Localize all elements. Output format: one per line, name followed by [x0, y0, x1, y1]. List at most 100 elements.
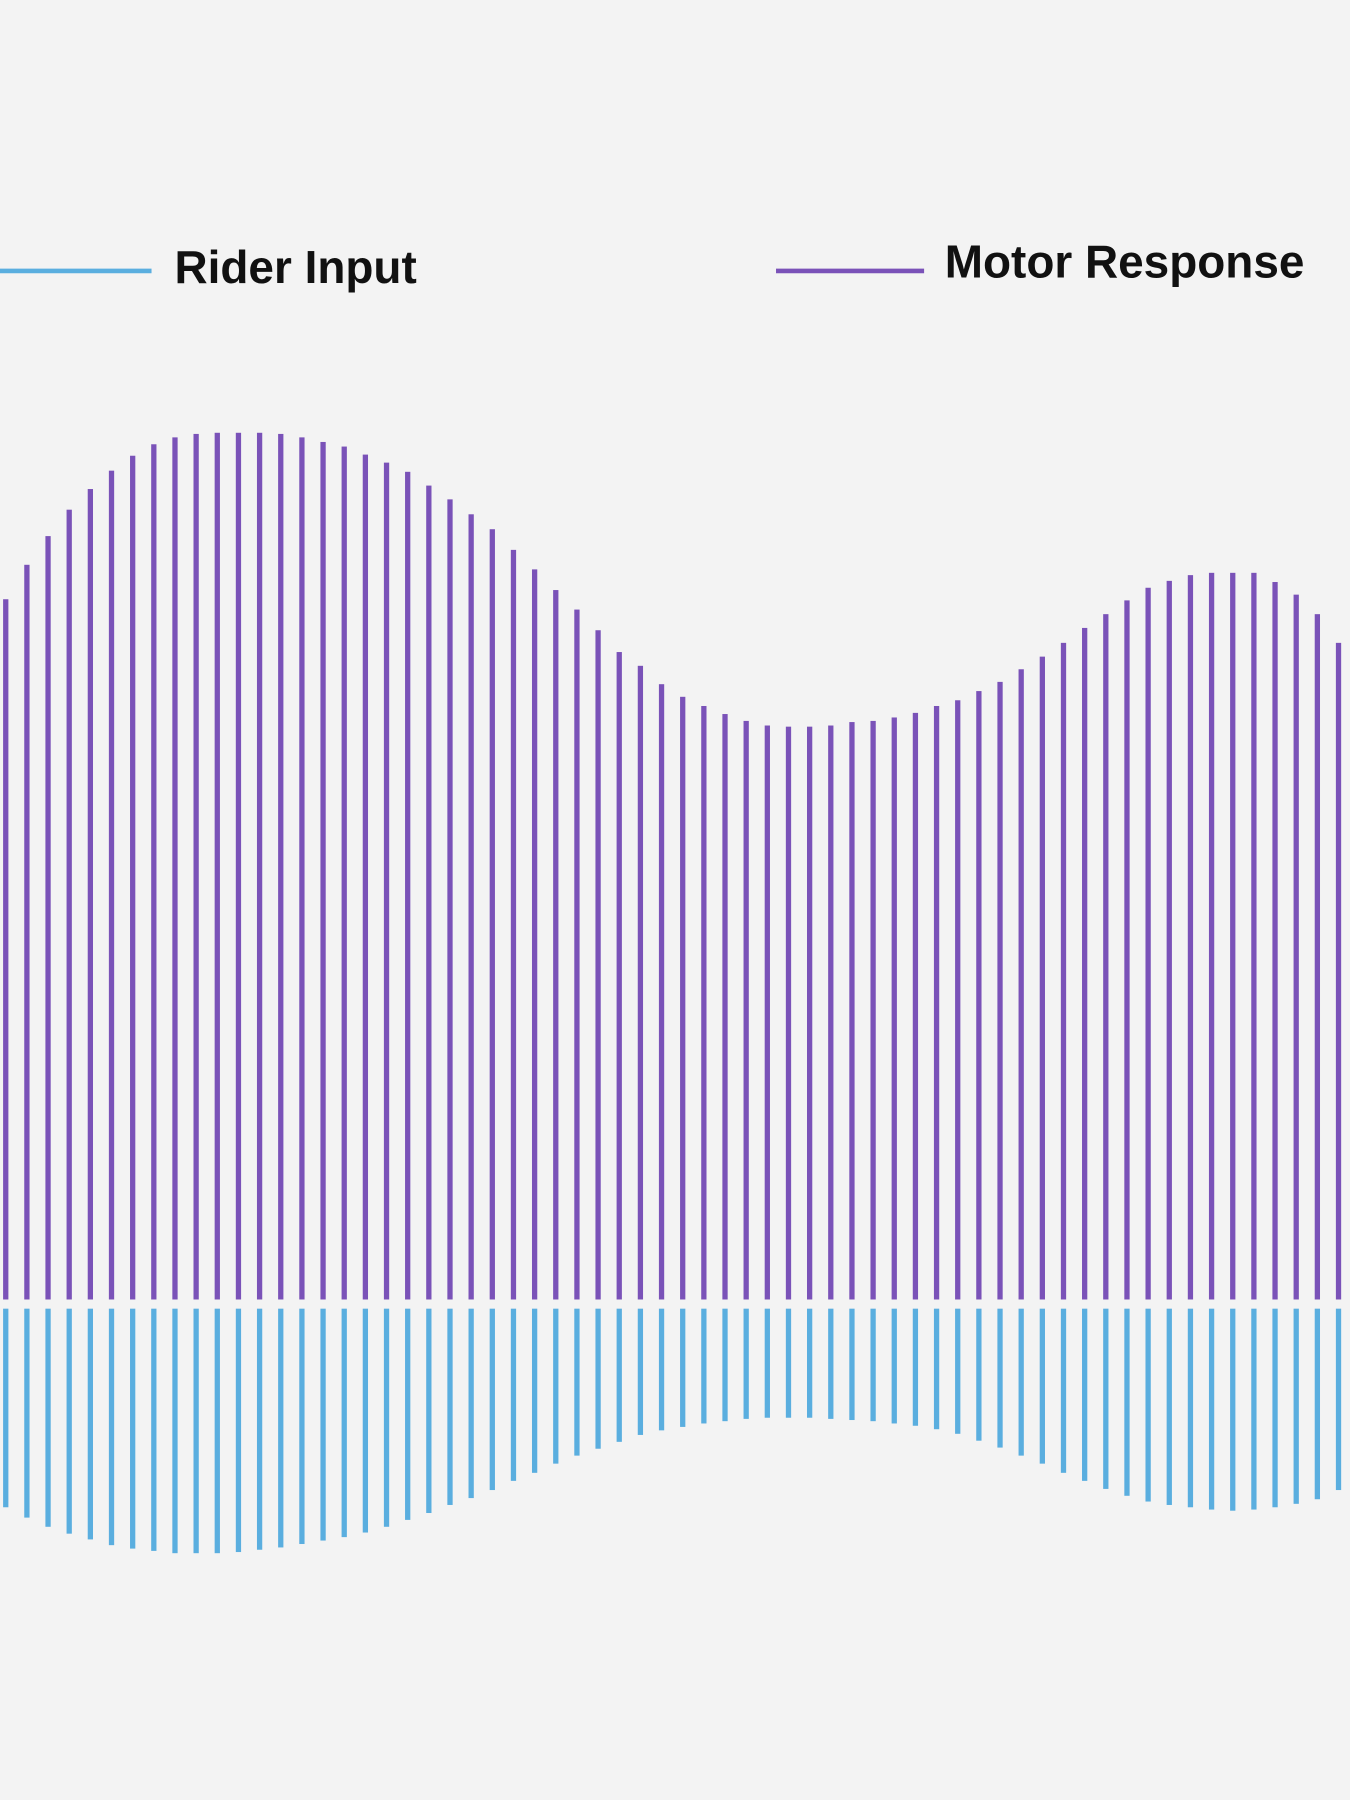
- bar: [891, 717, 897, 1300]
- bar: [976, 691, 982, 1300]
- bar: [1060, 642, 1067, 1300]
- bar: [1208, 1308, 1215, 1510]
- bar: [933, 705, 940, 1300]
- bar: [764, 1308, 770, 1418]
- bar: [108, 1308, 115, 1546]
- bar: [1230, 1308, 1236, 1511]
- bar: [405, 1308, 411, 1520]
- bar: [1039, 656, 1045, 1300]
- bar: [849, 1308, 855, 1421]
- bar: [235, 432, 242, 1300]
- bar: [320, 1308, 326, 1541]
- bar: [574, 1308, 580, 1456]
- bar: [531, 569, 538, 1300]
- bar: [172, 437, 178, 1300]
- bar: [785, 726, 792, 1300]
- bar: [616, 1308, 622, 1442]
- bar: [828, 1308, 834, 1419]
- bar: [1187, 575, 1194, 1300]
- bar: [362, 1308, 369, 1533]
- bar: [45, 536, 51, 1300]
- bar: [256, 432, 263, 1300]
- bar: [130, 455, 136, 1300]
- bar: [1082, 627, 1088, 1300]
- bar: [722, 1308, 728, 1422]
- bar: [1251, 572, 1257, 1300]
- bar: [299, 437, 305, 1300]
- bar: [806, 726, 813, 1300]
- bar: [468, 1308, 474, 1499]
- bar: [320, 441, 326, 1300]
- bar: [1208, 572, 1215, 1300]
- bar: [1293, 1308, 1299, 1504]
- bar: [1018, 669, 1024, 1300]
- bar: [1335, 642, 1342, 1300]
- bar: [553, 1308, 559, 1464]
- bar: [976, 1308, 982, 1441]
- bar: [299, 1308, 305, 1545]
- bar: [1230, 572, 1236, 1300]
- bar: [1060, 1308, 1067, 1473]
- bar: [1272, 1308, 1278, 1508]
- bar: [87, 489, 94, 1300]
- bar: [1166, 580, 1172, 1300]
- bar: [1018, 1308, 1024, 1456]
- bar: [45, 1308, 51, 1527]
- bar: [24, 1308, 30, 1518]
- bar: [214, 1308, 220, 1554]
- bar: [468, 514, 474, 1300]
- bar: [997, 1308, 1003, 1448]
- bar: [1145, 587, 1151, 1300]
- bar: [447, 1308, 453, 1505]
- bar: [66, 1308, 72, 1534]
- bar: [278, 1308, 284, 1548]
- bar: [828, 725, 834, 1300]
- bar: [764, 725, 770, 1300]
- bar: [130, 1308, 136, 1549]
- bar: [172, 1308, 178, 1554]
- bar: [362, 454, 369, 1300]
- bar: [66, 509, 72, 1300]
- bar: [806, 1308, 813, 1418]
- bar: [1166, 1308, 1172, 1505]
- bar: [933, 1308, 940, 1430]
- bar: [701, 705, 707, 1300]
- bar: [193, 433, 199, 1300]
- bar: [151, 1308, 157, 1551]
- bar: [870, 1308, 876, 1422]
- bar: [447, 499, 453, 1300]
- bar: [870, 720, 876, 1300]
- bar: [426, 485, 432, 1300]
- bar: [785, 1308, 792, 1418]
- bar: [743, 1308, 749, 1419]
- bar: [3, 599, 9, 1300]
- bar: [510, 1308, 517, 1481]
- bar: [997, 681, 1003, 1300]
- bar: [383, 1308, 390, 1527]
- bar: [1039, 1308, 1045, 1464]
- bar: [1314, 614, 1321, 1300]
- bar: [701, 1308, 707, 1424]
- bar: [1314, 1308, 1321, 1500]
- bar: [637, 1308, 644, 1435]
- bar: [1103, 1308, 1109, 1489]
- bar: [341, 1308, 347, 1538]
- bar: [912, 712, 919, 1300]
- bar: [193, 1308, 199, 1554]
- bar: [87, 1308, 94, 1540]
- bar: [24, 564, 30, 1300]
- bar: [1103, 614, 1109, 1300]
- bar: [1124, 1308, 1130, 1496]
- legend-label: Motor Response: [945, 235, 1305, 287]
- bar: [341, 446, 347, 1300]
- bar: [256, 1308, 263, 1550]
- bar: [722, 714, 728, 1300]
- bar: [680, 696, 686, 1300]
- bar: [1251, 1308, 1257, 1510]
- bar: [574, 609, 580, 1300]
- bar: [616, 652, 622, 1300]
- bar: [1145, 1308, 1151, 1502]
- bar: [151, 444, 157, 1300]
